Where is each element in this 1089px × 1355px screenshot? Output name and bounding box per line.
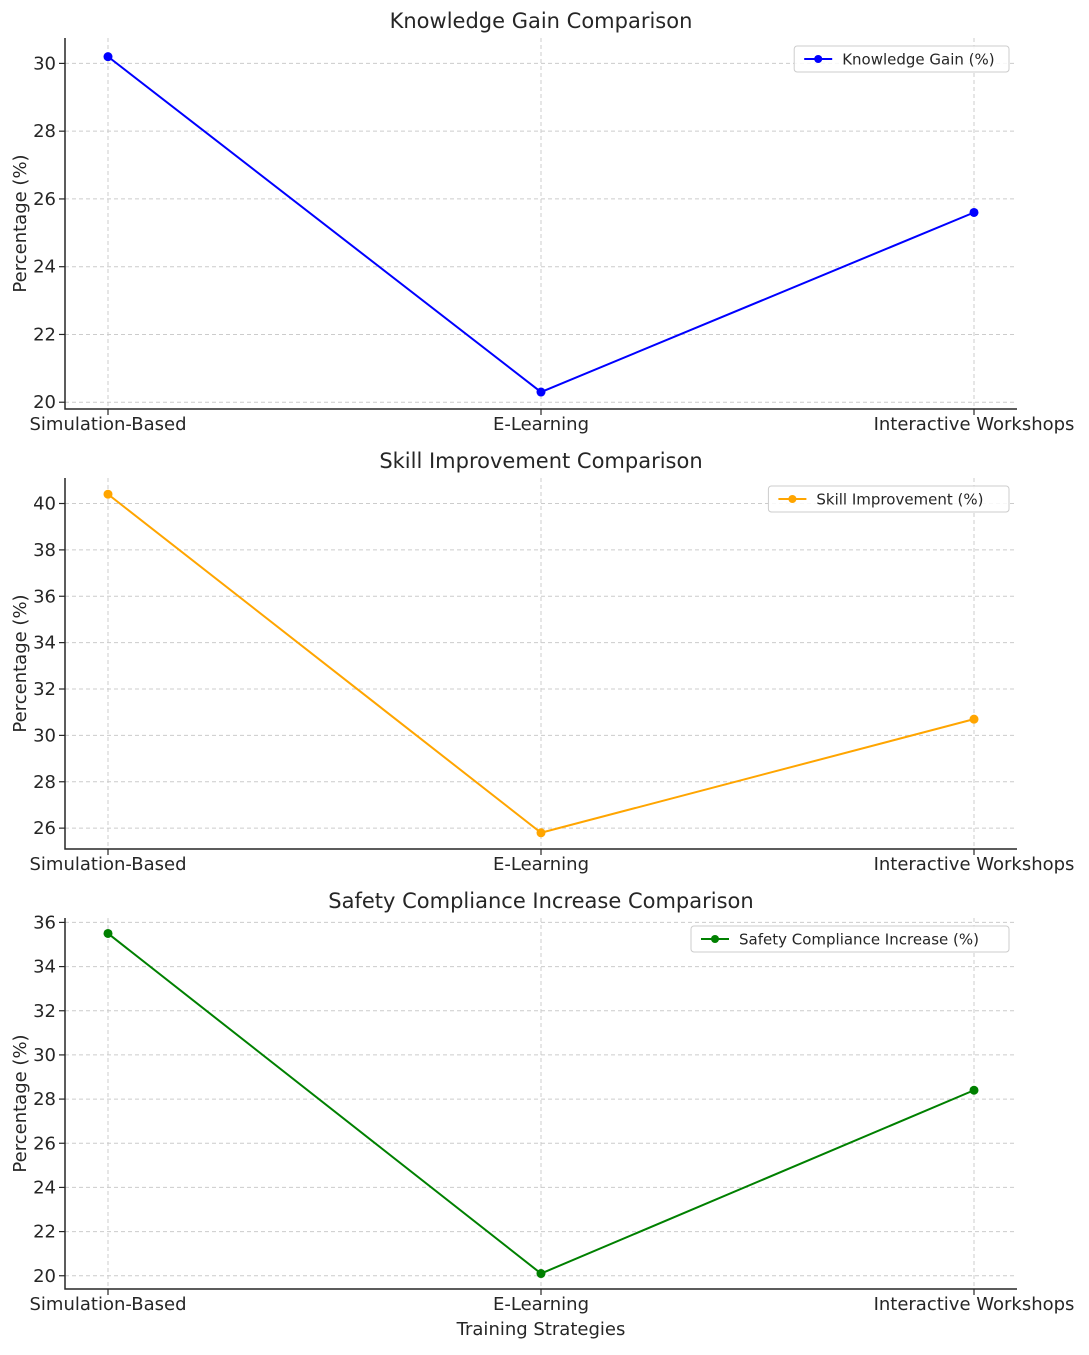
chart1-ytick-label: 20	[33, 392, 56, 413]
chart3-ytick-label: 32	[33, 1001, 56, 1022]
chart3-data-point	[536, 1269, 546, 1279]
chart3-ytick-label: 28	[33, 1089, 56, 1110]
chart2-ytick-label: 40	[33, 494, 56, 515]
chart2-ytick-label: 36	[33, 586, 56, 607]
chart3-ytick-label: 34	[33, 957, 56, 978]
chart3-ytick-label: 26	[33, 1133, 56, 1154]
chart2-ylabel: Percentage (%)	[10, 594, 31, 732]
chart2-xtick-label: E-Learning	[493, 854, 589, 875]
chart2-xtick-label: Simulation-Based	[30, 854, 187, 875]
chart1-axes-spine	[64, 38, 1017, 410]
chart1-xtick-label: E-Learning	[493, 414, 589, 435]
chart3-xtick-label: Interactive Workshops	[874, 1294, 1075, 1315]
chart3-ylabel: Percentage (%)	[10, 1034, 31, 1172]
chart1-ytick-label: 26	[33, 189, 56, 210]
chart2-legend-swatch-marker	[788, 495, 797, 503]
chart2-ytick-label: 38	[33, 540, 56, 561]
chart1-title: Knowledge Gain Comparison	[390, 9, 693, 33]
chart1-ytick-label: 28	[33, 121, 56, 142]
chart3-legend-box	[690, 925, 1010, 953]
chart3-legend-swatch-marker	[711, 935, 719, 943]
chart1-legend-label: Knowledge Gain (%)	[842, 50, 994, 68]
chart3-xtick-label: Simulation-Based	[30, 1294, 187, 1315]
chart3-ytick-label: 30	[33, 1045, 56, 1066]
chart3-ytick-label: 22	[33, 1222, 56, 1243]
chart2-ytick-label: 26	[33, 818, 56, 839]
chart3-data-point	[103, 928, 113, 938]
chart2-ytick-label: 28	[33, 772, 56, 793]
chart3-xtick-label: E-Learning	[493, 1294, 589, 1315]
chart3-legend-label: Safety Compliance Increase (%)	[739, 930, 979, 948]
chart2-ytick-label: 30	[33, 725, 56, 746]
chart2-legend-box	[767, 485, 1010, 513]
chart3-xlabel: Training Strategies	[456, 1319, 626, 1340]
chart1-ytick-label: 22	[33, 324, 56, 345]
chart3-ytick-label: 20	[33, 1266, 56, 1287]
chart2-data-point	[969, 714, 979, 724]
chart1-ylabel: Percentage (%)	[10, 154, 31, 292]
chart1-xtick-label: Interactive Workshops	[874, 414, 1075, 435]
chart3-ytick-label: 24	[33, 1177, 56, 1198]
chart3-data-point	[969, 1085, 979, 1095]
chart3-ytick-label: 36	[33, 912, 56, 933]
chart1-data-point	[103, 52, 113, 62]
chart2-data-point	[536, 828, 546, 838]
chart3-axes-spine	[64, 918, 1017, 1290]
chart1-legend-box	[793, 45, 1010, 73]
chart2-data-point	[103, 489, 113, 499]
chart2-legend-label: Skill Improvement (%)	[816, 490, 983, 508]
chart2-ytick-label: 34	[33, 633, 56, 654]
chart1-legend-swatch-marker	[814, 55, 823, 63]
chart1-ytick-label: 30	[33, 53, 56, 74]
chart1-data-point	[536, 387, 546, 397]
chart2-title: Skill Improvement Comparison	[379, 449, 702, 473]
chart1-data-point	[969, 207, 979, 217]
chart2-axes-spine	[64, 478, 1017, 850]
chart2-xtick-label: Interactive Workshops	[874, 854, 1075, 875]
chart1-ytick-label: 24	[33, 257, 56, 278]
chart1-xtick-label: Simulation-Based	[30, 414, 187, 435]
chart3-title: Safety Compliance Increase Comparison	[328, 889, 753, 913]
chart2-ytick-label: 32	[33, 679, 56, 700]
